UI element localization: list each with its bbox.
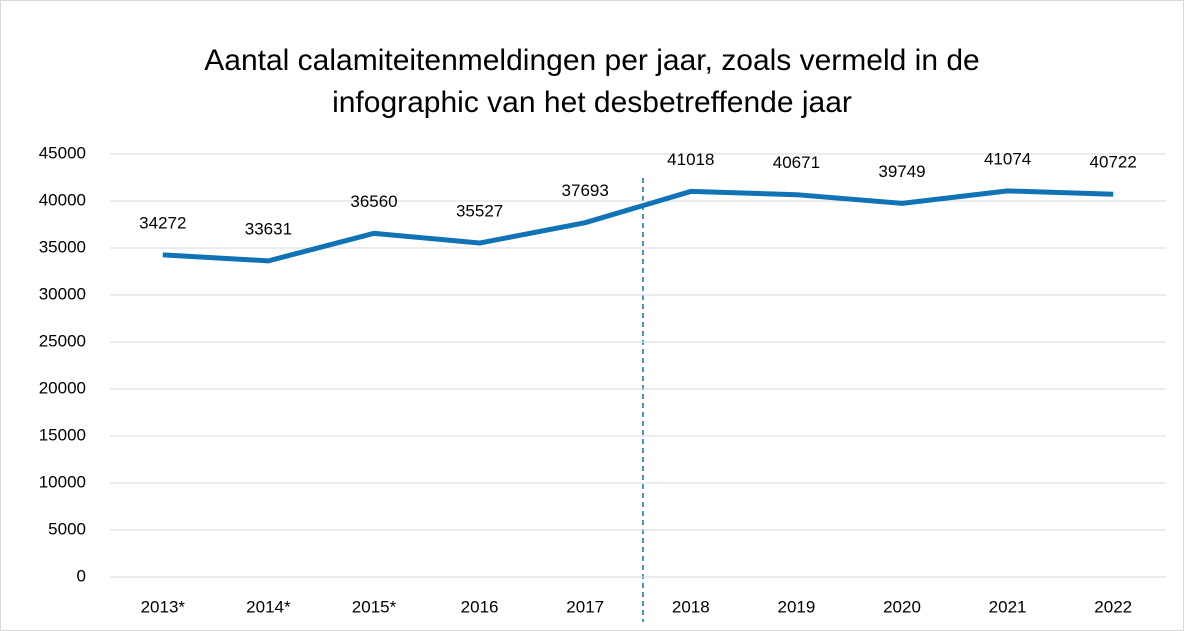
x-tick-label: 2014* [246, 597, 291, 616]
x-tick-label: 2017 [566, 597, 604, 616]
data-label: 41018 [667, 150, 714, 169]
data-label: 37693 [562, 181, 609, 200]
y-tick-label: 15000 [39, 425, 86, 444]
y-tick-label: 45000 [39, 143, 86, 162]
chart-title: Aantal calamiteitenmeldingen per jaar, z… [204, 44, 979, 77]
data-label: 33631 [245, 219, 292, 238]
x-tick-label: 2015* [352, 597, 397, 616]
data-label: 40671 [773, 153, 820, 172]
x-tick-label: 2021 [989, 597, 1027, 616]
data-label: 36560 [350, 192, 397, 211]
data-label: 41074 [984, 149, 1031, 168]
y-tick-label: 20000 [39, 378, 86, 397]
y-tick-label: 30000 [39, 284, 86, 303]
x-tick-label: 2018 [672, 597, 710, 616]
y-tick-label: 35000 [39, 237, 86, 256]
x-tick-label: 2016 [461, 597, 499, 616]
y-tick-label: 5000 [48, 519, 86, 538]
y-tick-label: 0 [77, 566, 86, 585]
y-tick-label: 25000 [39, 331, 86, 350]
x-tick-label: 2020 [883, 597, 921, 616]
chart-title: infographic van het desbetreffende jaar [332, 86, 852, 119]
x-tick-label: 2013* [141, 597, 186, 616]
data-label: 40722 [1090, 153, 1137, 172]
data-label: 34272 [139, 213, 186, 232]
x-tick-label: 2019 [777, 597, 815, 616]
y-tick-label: 40000 [39, 190, 86, 209]
x-tick-label: 2022 [1094, 597, 1132, 616]
data-label: 39749 [878, 162, 925, 181]
data-line [162, 188, 1114, 264]
y-tick-label: 10000 [39, 472, 86, 491]
data-label: 35527 [456, 202, 503, 221]
